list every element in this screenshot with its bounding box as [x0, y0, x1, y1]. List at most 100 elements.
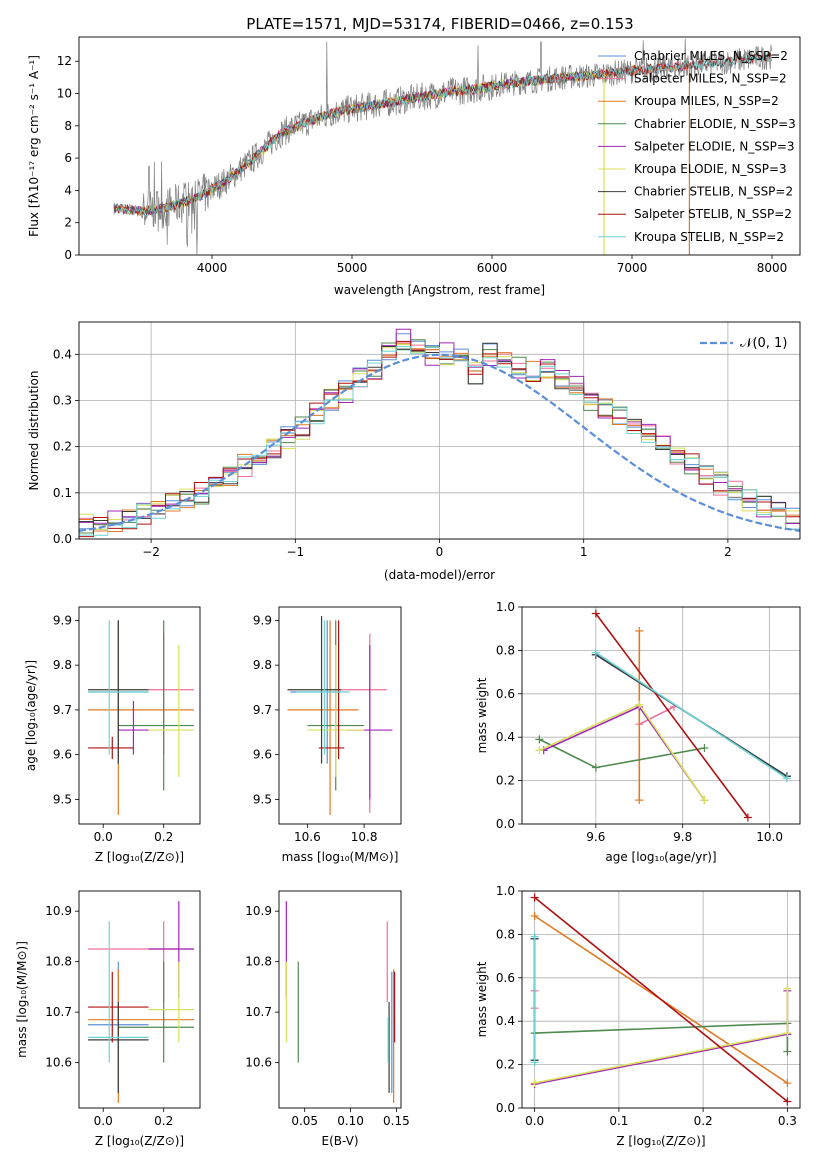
axes-frame [78, 321, 801, 540]
y-tick-label: 0.0 [53, 532, 72, 546]
y-tick-label: 10.9 [245, 904, 272, 918]
x-tick-label: 0.1 [609, 1114, 628, 1128]
y-tick-label: 10.6 [45, 1056, 72, 1070]
y-tick-label: 1.0 [496, 884, 515, 898]
model-spectrum-line [113, 70, 604, 217]
x-tick-label: 0.2 [694, 1114, 713, 1128]
x-tick-label: 0.2 [154, 1114, 173, 1128]
histograms [79, 328, 800, 538]
y-tick-label: 10 [57, 87, 72, 101]
errorbars [285, 901, 396, 1103]
errorbar-panel: 10.6 10.8 9.5 9.6 9.7 9.8 9.9 mass [log₁₀(M/M⊙)… [253, 606, 402, 864]
data-point-marker [591, 648, 600, 657]
axes-frame [521, 606, 801, 825]
legend-label: Chabrier ELODIE, N_SSP=3 [634, 117, 796, 131]
errorbars [88, 901, 194, 1103]
x-axis-label: Z [log₁₀(Z/Z⊙)] [95, 1134, 184, 1148]
y-tick-label: 0.2 [53, 440, 72, 454]
mass-weight-panel: 0.0 0.1 0.2 0.3 0.0 0.2 0.4 0.6 0.8 1.0 Z [log₁₀(Z… [475, 884, 801, 1148]
x-tick-label: 0.0 [94, 1114, 113, 1128]
axes-frame [278, 606, 402, 825]
residual-panel: −2 −1 0 1 2 0.0 0.1 0.2 0.3 0.4 𝒩(0, 1) (data-model… [27, 321, 801, 582]
model-spectrum-line [113, 51, 772, 216]
data-point-marker [783, 1079, 792, 1088]
weight-line [534, 896, 788, 1103]
data-point-marker [700, 796, 709, 805]
x-tick-label: 0.0 [525, 1114, 544, 1128]
data-point-marker [530, 893, 539, 902]
data-point-marker [535, 746, 544, 755]
y-tick-label: 0.0 [496, 817, 515, 831]
errorbar-panel: 0.05 0.10 0.15 10.6 10.7 10.8 10.9 E(B-V) [245, 890, 410, 1148]
spectrum-panel: 4000 5000 6000 7000 8000 0 2 4 6 8 10 12 wavelength … [27, 36, 801, 297]
axes-frame [521, 890, 801, 1109]
legend-label: Chabrier STELIB, N_SSP=2 [634, 185, 793, 199]
errorbars [287, 615, 393, 816]
normal-curve [79, 353, 800, 532]
y-tick-label: 4 [64, 183, 72, 197]
errorbar-panel: 0.0 0.2 9.5 9.6 9.7 9.8 9.9 Z [log₁₀(Z/Z⊙)] age … [24, 606, 201, 864]
y-axis-label: Normed distribution [27, 371, 41, 491]
y-tick-label: 9.6 [53, 748, 72, 762]
y-tick-label: 0.4 [53, 347, 72, 361]
data-point-marker [783, 1097, 792, 1106]
data-point-marker [530, 911, 539, 920]
x-axis-label: age [log₁₀(age/yr)] [605, 850, 716, 864]
data-point-marker [635, 626, 644, 635]
y-tick-label: 9.9 [53, 613, 72, 627]
x-tick-label: 5000 [337, 261, 368, 275]
x-tick-label: 9.6 [586, 830, 605, 844]
y-tick-label: 0.3 [53, 393, 72, 407]
y-tick-label: 12 [57, 54, 72, 68]
data-point-marker [535, 735, 544, 744]
y-axis-label: mass [log₁₀(M/M⊙)] [15, 941, 29, 1058]
y-axis-label: Flux [fλ10⁻¹⁷ erg cm⁻² s⁻¹ A⁻¹] [27, 55, 41, 237]
y-axis-label: mass weight [475, 961, 489, 1037]
y-tick-label: 0.8 [496, 927, 515, 941]
x-axis-label: Z [log₁₀(Z/Z⊙)] [616, 1134, 705, 1148]
weight-lines [530, 893, 792, 1106]
y-tick-label: 9.7 [253, 703, 272, 717]
x-tick-label: 8000 [757, 261, 788, 275]
legend-label: Kroupa STELIB, N_SSP=2 [634, 230, 784, 244]
y-axis-label: mass weight [475, 677, 489, 753]
data-point-marker [591, 609, 600, 618]
y-tick-label: 9.9 [253, 613, 272, 627]
legend-label: Kroupa ELODIE, N_SSP=3 [634, 162, 787, 176]
y-tick-label: 10.8 [245, 955, 272, 969]
x-axis-label: mass [log₁₀(M/M⊙)] [282, 850, 399, 864]
y-tick-label: 0.8 [496, 643, 515, 657]
errorbars [88, 620, 194, 816]
mass-weight-panel: 9.6 9.8 10.0 0.0 0.2 0.4 0.6 0.8 1.0 age [log₁₀(a… [475, 600, 801, 864]
histogram-step [79, 346, 800, 536]
x-tick-label: 7000 [617, 261, 648, 275]
y-tick-label: 10.6 [245, 1056, 272, 1070]
data-point-marker [530, 1079, 539, 1088]
axes-frame [278, 890, 402, 1109]
data-point-marker [783, 1029, 792, 1038]
x-tick-label: 9.8 [673, 830, 692, 844]
x-tick-label: 6000 [477, 261, 508, 275]
spectrum-lines [113, 38, 773, 255]
x-tick-label: 0.2 [154, 830, 173, 844]
legend: Chabrier MILES, N_SSP=2 Salpeter MILES, N… [598, 49, 796, 244]
weight-lines [535, 609, 791, 822]
y-tick-label: 0.4 [496, 1014, 515, 1028]
weight-line [595, 613, 749, 818]
y-tick-label: 9.8 [253, 658, 272, 672]
data-point-marker [591, 763, 600, 772]
legend-label: 𝒩(0, 1) [740, 336, 787, 351]
data-point-marker [783, 1047, 792, 1056]
x-axis-label: wavelength [Angstrom, rest frame] [334, 283, 545, 297]
model-spectrum-line [113, 70, 604, 216]
errorbar-panel: 0.0 0.2 10.6 10.7 10.8 10.9 Z [log₁₀(Z/Z⊙)] mas… [15, 890, 201, 1148]
y-tick-label: 0.0 [496, 1101, 515, 1115]
data-point-marker [530, 932, 539, 941]
y-tick-label: 9.8 [53, 658, 72, 672]
data-point-marker [530, 1058, 539, 1067]
data-point-marker [700, 744, 709, 753]
x-tick-label: 0.05 [291, 1114, 318, 1128]
y-tick-label: 0.2 [496, 1058, 515, 1072]
x-tick-label: 10.0 [756, 830, 783, 844]
y-tick-label: 0 [64, 248, 72, 262]
